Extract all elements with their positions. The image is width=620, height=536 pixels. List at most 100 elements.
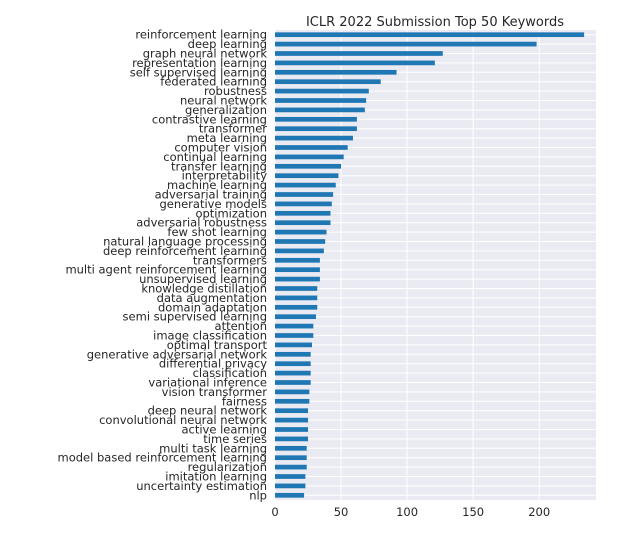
bar xyxy=(275,276,320,282)
category-label: few shot learning xyxy=(167,225,267,239)
bar xyxy=(275,116,357,122)
category-label: multi task learning xyxy=(159,441,267,455)
bar xyxy=(275,408,309,414)
category-label: semi supervised learning xyxy=(123,310,267,324)
bar xyxy=(275,286,318,291)
bar xyxy=(275,464,307,470)
x-tick-label: 150 xyxy=(462,505,484,519)
bar xyxy=(275,210,331,216)
category-label: generalization xyxy=(185,103,267,117)
category-label: unsupervised learning xyxy=(139,272,267,286)
bar xyxy=(275,192,334,197)
x-tick-label: 0 xyxy=(271,505,278,519)
bar xyxy=(275,380,311,385)
category-label: generative adversarial network xyxy=(87,347,268,361)
category-label: regularization xyxy=(188,460,267,474)
bar xyxy=(275,88,369,94)
bar xyxy=(275,107,365,113)
bar xyxy=(275,351,311,357)
category-label: deep neural network xyxy=(148,404,268,418)
bar xyxy=(275,361,311,367)
bar xyxy=(275,333,314,338)
x-tick-label: 100 xyxy=(396,505,418,519)
category-label: nlp xyxy=(249,488,267,502)
bar xyxy=(275,201,332,207)
bar xyxy=(275,79,381,85)
category-label: optimal transport xyxy=(167,338,268,352)
category-label: imitation learning xyxy=(165,470,267,484)
category-label: domain adaptation xyxy=(158,300,267,314)
bar xyxy=(275,257,320,263)
category-label: time series xyxy=(203,432,267,446)
category-label: adversarial robustness xyxy=(136,216,267,230)
category-label: transfer learning xyxy=(171,159,267,173)
bar xyxy=(275,314,316,320)
category-label: model based reinforcement learning xyxy=(58,451,267,465)
x-tick-label: 50 xyxy=(334,505,349,519)
bar xyxy=(275,295,318,301)
category-label: neural network xyxy=(180,94,267,108)
bar xyxy=(275,417,309,423)
bar xyxy=(275,182,336,188)
category-label: machine learning xyxy=(167,178,267,192)
bar xyxy=(275,173,339,179)
category-label: knowledge distillation xyxy=(141,282,267,296)
category-label: deep learning xyxy=(188,37,267,51)
bar xyxy=(275,304,318,310)
bar xyxy=(275,145,348,150)
bar xyxy=(275,32,585,38)
category-label: attention xyxy=(215,319,267,333)
bar xyxy=(275,98,367,103)
bar xyxy=(275,248,324,254)
bar xyxy=(275,135,353,141)
bar xyxy=(275,126,357,132)
category-label: fairness xyxy=(222,394,267,408)
category-label: transformer xyxy=(199,122,267,136)
bar xyxy=(275,445,307,451)
bar xyxy=(275,41,537,47)
category-label: uncertainty estimation xyxy=(136,479,267,493)
category-label: natural language processing xyxy=(103,235,267,249)
category-label: self supervised learning xyxy=(130,65,267,79)
category-label: image classification xyxy=(153,329,267,343)
category-label: contrastive learning xyxy=(152,112,267,126)
category-label: vision transformer xyxy=(162,385,268,399)
x-tick-label: 200 xyxy=(528,505,550,519)
category-label: active learning xyxy=(181,423,267,437)
category-label: classification xyxy=(193,366,267,380)
bar xyxy=(275,154,344,160)
bar xyxy=(275,342,312,348)
bar xyxy=(275,60,435,66)
bar xyxy=(275,483,306,489)
category-label: adversarial training xyxy=(155,188,267,202)
category-label: computer vision xyxy=(174,141,267,155)
bar xyxy=(275,323,314,329)
bar xyxy=(275,492,305,498)
bar xyxy=(275,474,306,479)
category-label: transformers xyxy=(193,253,267,267)
bar xyxy=(275,398,310,404)
category-label: deep reinforcement learning xyxy=(103,244,267,258)
category-label: interpretability xyxy=(182,169,268,183)
category-label: generative models xyxy=(159,197,267,211)
category-label: reinforcement learning xyxy=(135,28,267,42)
chart-title: ICLR 2022 Submission Top 50 Keywords xyxy=(306,15,564,30)
bar xyxy=(275,163,342,169)
bar xyxy=(275,389,310,395)
bar xyxy=(275,427,309,432)
bar xyxy=(275,69,397,75)
bar xyxy=(275,267,320,273)
category-label: meta learning xyxy=(187,131,267,145)
bar xyxy=(275,229,327,235)
category-label: graph neural network xyxy=(143,47,268,61)
category-label: representation learning xyxy=(132,56,267,70)
bar xyxy=(275,436,309,442)
category-label: convolutional neural network xyxy=(99,413,267,427)
bar xyxy=(275,370,311,376)
category-label: optimization xyxy=(195,206,267,220)
bar xyxy=(275,455,307,461)
category-label: data augmentation xyxy=(157,291,267,305)
bar xyxy=(275,220,331,226)
